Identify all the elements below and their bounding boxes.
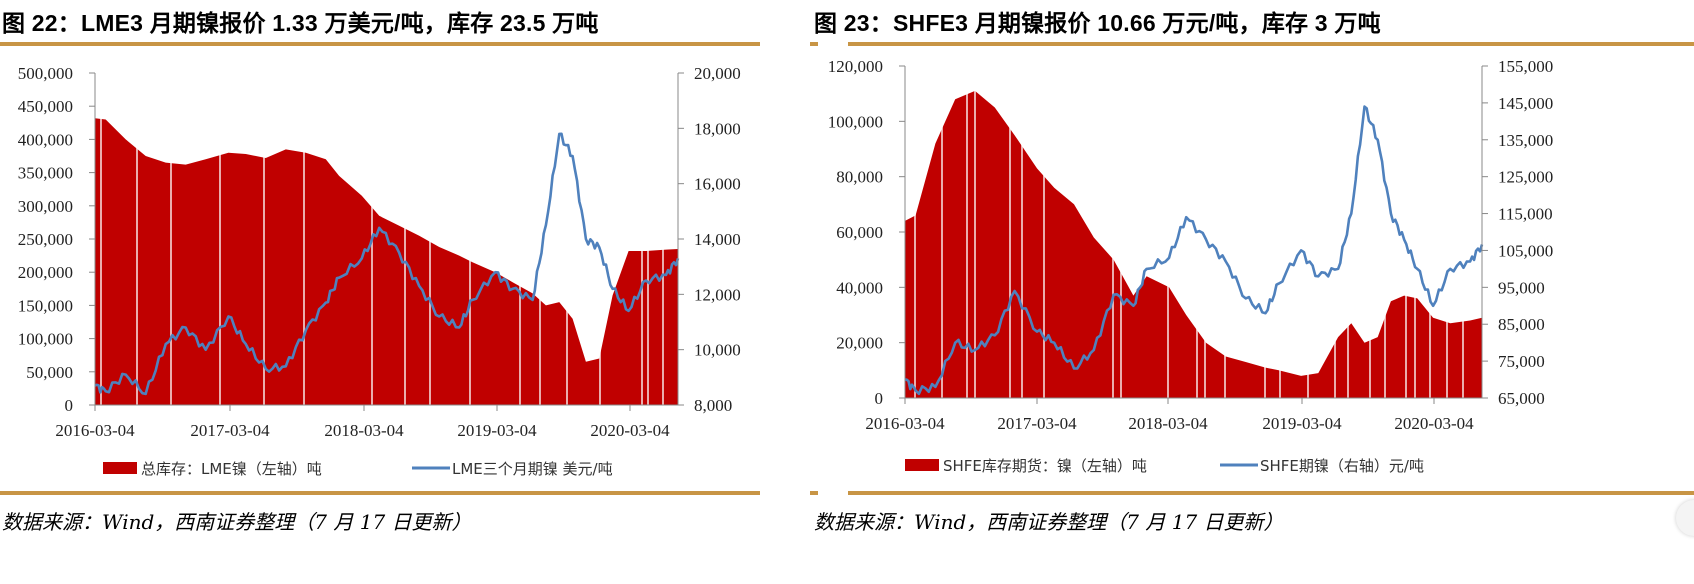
y-right-tick-label: 135,000 — [1498, 131, 1553, 150]
x-tick-label: 2020-03-04 — [590, 421, 670, 440]
y-left-tick-label: 150,000 — [18, 296, 73, 315]
y-left-tick-label: 20,000 — [836, 334, 883, 353]
right-chart-panel: 图 23：SHFE3 月期镍报价 10.66 万元/吨，库存 3 万吨 0 20,… — [810, 0, 1694, 584]
y-right-tick-label: 115,000 — [1498, 205, 1553, 224]
y-right-tick-label: 8,000 — [694, 396, 732, 415]
footer-divider — [810, 491, 818, 495]
legend-label-inventory: 总库存：LME镍（左轴）吨 — [141, 460, 322, 478]
data-source-note: 数据来源：Wind，西南证券整理（7 月 17 日更新） — [814, 510, 1284, 534]
y-right-tick-label: 20,000 — [694, 64, 741, 83]
y-right-tick-label: 10,000 — [694, 341, 741, 360]
chart-legend: 总库存：LME镍（左轴）吨 LME三个月期镍 美元/吨 — [103, 460, 613, 478]
footer-divider — [0, 491, 760, 495]
scroll-to-top-button[interactable] — [1676, 500, 1694, 536]
y-right-tick-label: 65,000 — [1498, 389, 1545, 408]
chart-legend: SHFE库存期货：镍（左轴）吨 SHFE期镍（右轴）元/吨 — [905, 457, 1424, 475]
y-left-tick-label: 100,000 — [18, 330, 73, 349]
y-left-tick-label: 0 — [65, 396, 74, 415]
x-tick-label: 2018-03-04 — [1128, 414, 1208, 433]
footer-divider — [848, 491, 1694, 495]
x-tick-label: 2019-03-04 — [1262, 414, 1342, 433]
x-tick-label: 2017-03-04 — [997, 414, 1077, 433]
lme-nickel-chart: 0 50,000 100,000 150,000 200,000 250,000 300,0… — [18, 64, 741, 478]
y-left-tick-label: 200,000 — [18, 263, 73, 282]
y-right-tick-label: 16,000 — [694, 175, 741, 194]
y-right-tick-label: 18,000 — [694, 119, 741, 138]
y-left-tick-label: 80,000 — [836, 168, 883, 187]
price-line-series — [904, 105, 1484, 396]
title-divider — [848, 42, 1694, 46]
y-left-tick-label: 120,000 — [828, 57, 883, 76]
y-left-tick-label: 50,000 — [26, 363, 73, 382]
price-line-series — [94, 132, 680, 396]
y-right-tick-label: 85,000 — [1498, 315, 1545, 334]
y-left-tick-label: 0 — [875, 389, 884, 408]
y-right-tick-label: 75,000 — [1498, 352, 1545, 371]
y-right-tick-label: 145,000 — [1498, 94, 1553, 113]
x-tick-label: 2020-03-04 — [1394, 414, 1474, 433]
y-left-tick-label: 300,000 — [18, 197, 73, 216]
y-right-tick-label: 95,000 — [1498, 278, 1545, 297]
legend-swatch-inventory — [103, 462, 137, 474]
inventory-area-series — [905, 90, 1482, 399]
legend-label-price: LME三个月期镍 美元/吨 — [452, 460, 613, 478]
y-right-tick-label: 155,000 — [1498, 57, 1553, 76]
legend-label-price: SHFE期镍（右轴）元/吨 — [1260, 457, 1424, 475]
x-tick-label: 2016-03-04 — [865, 414, 945, 433]
title-divider — [0, 42, 760, 46]
y-right-tick-label: 14,000 — [694, 230, 741, 249]
y-right-tick-label: 105,000 — [1498, 241, 1553, 260]
x-tick-label: 2016-03-04 — [55, 421, 135, 440]
y-left-tick-label: 350,000 — [18, 164, 73, 183]
y-left-tick-label: 500,000 — [18, 64, 73, 83]
legend-label-inventory: SHFE库存期货：镍（左轴）吨 — [943, 457, 1147, 475]
inventory-area-series — [95, 118, 678, 405]
x-tick-label: 2017-03-04 — [190, 421, 270, 440]
y-left-tick-label: 450,000 — [18, 97, 73, 116]
y-left-tick-label: 60,000 — [836, 223, 883, 242]
chart-title: 图 23：SHFE3 月期镍报价 10.66 万元/吨，库存 3 万吨 — [814, 10, 1381, 36]
data-source-note: 数据来源：Wind，西南证券整理（7 月 17 日更新） — [2, 510, 472, 534]
y-left-tick-label: 400,000 — [18, 130, 73, 149]
y-left-tick-label: 100,000 — [828, 112, 883, 131]
shfe-nickel-chart: 0 20,000 40,000 60,000 80,000 100,000 120,000 6… — [828, 57, 1554, 475]
y-left-tick-label: 40,000 — [836, 278, 883, 297]
y-right-tick-label: 125,000 — [1498, 168, 1553, 187]
x-tick-label: 2018-03-04 — [324, 421, 404, 440]
title-divider — [810, 42, 818, 46]
y-left-tick-label: 250,000 — [18, 230, 73, 249]
x-tick-label: 2019-03-04 — [457, 421, 537, 440]
left-chart-panel: 图 22：LME3 月期镍报价 1.33 万美元/吨，库存 23.5 万吨 0 5… — [0, 0, 770, 584]
legend-swatch-inventory — [905, 459, 939, 471]
y-right-tick-label: 12,000 — [694, 285, 741, 304]
chart-title: 图 22：LME3 月期镍报价 1.33 万美元/吨，库存 23.5 万吨 — [2, 10, 599, 36]
